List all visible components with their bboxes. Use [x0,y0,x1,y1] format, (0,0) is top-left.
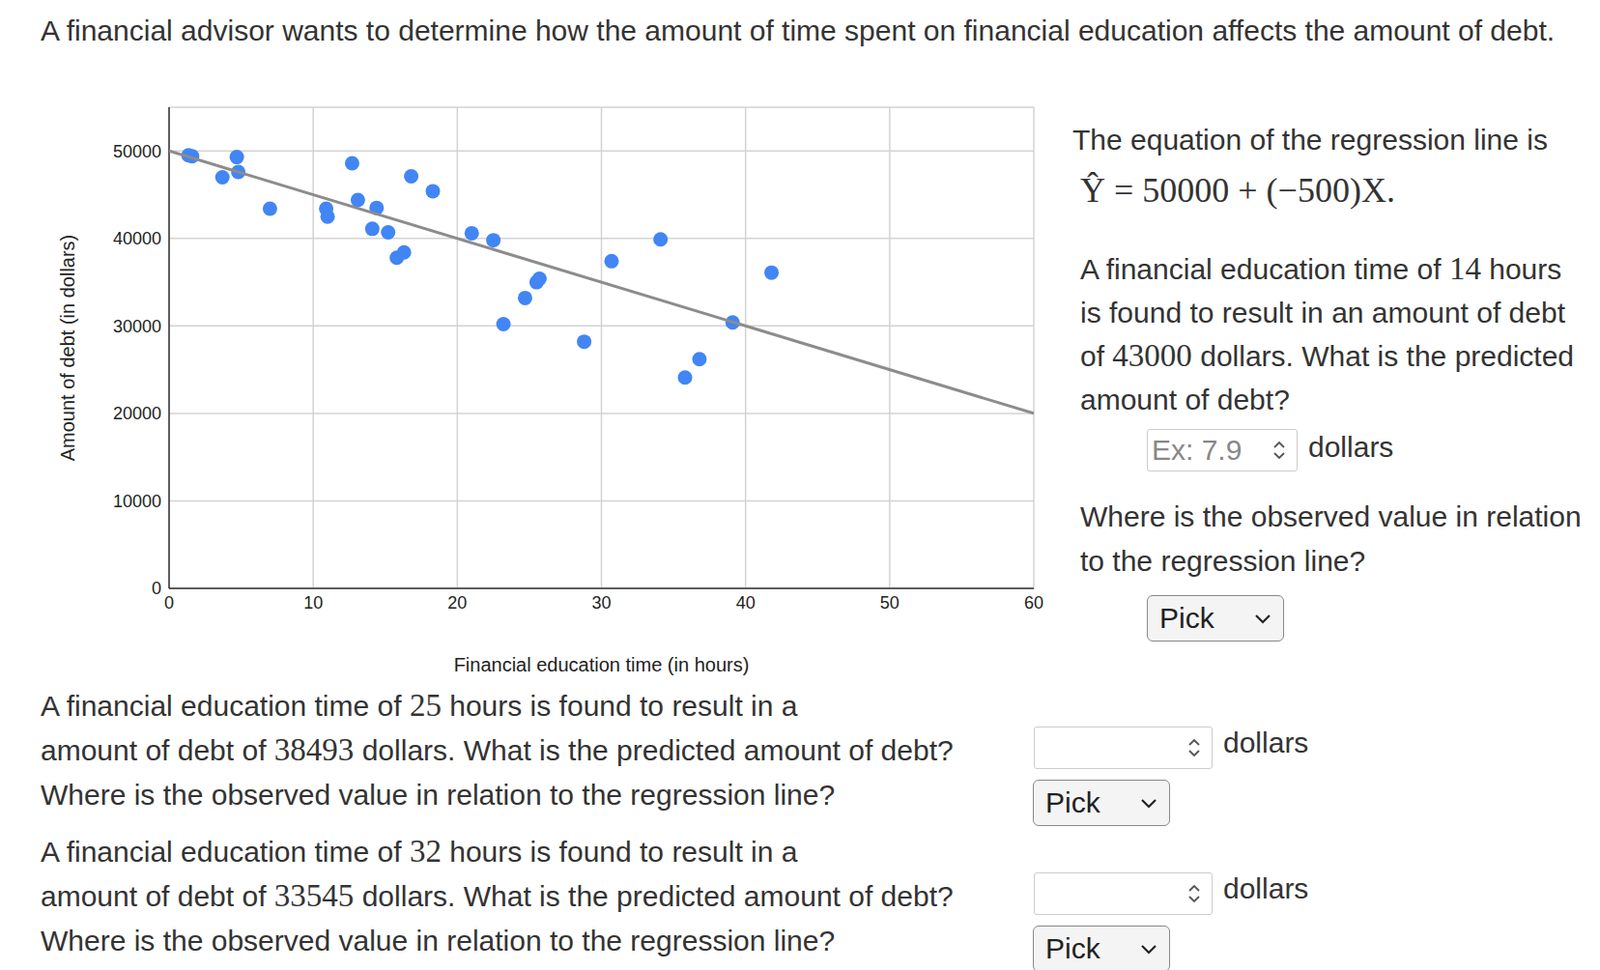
html-text:Ŷ = 50000 + (−500)X.: Ŷ = 50000 + (−500)X. [1080,171,1396,210]
html-text:Pick: Pick [1159,601,1215,634]
svg-text:20: 20 [447,593,467,613]
html-text:Where is the observed value in: Where is the observed value in relation … [40,924,835,957]
svg-text:50000: 50000 [113,142,162,162]
svg-text:20000: 20000 [113,403,162,424]
html-text:Where is the observed value in: Where is the observed value in relation … [1080,500,1582,577]
svg-text:0: 0 [164,593,174,613]
svg-text:10: 10 [303,593,323,613]
html-text:dollars: dollars [1223,726,1309,759]
svg-text:50: 50 [880,593,900,613]
svg-text:10000: 10000 [113,491,162,512]
svg-text:Amount of debt (in dollars): Amount of debt (in dollars) [57,234,79,462]
html-text:A financial education time of: A financial education time of 32 hours i… [40,833,798,869]
html-text:dollars: dollars [1308,430,1394,463]
html-text:amount of debt of 33545 dollar: amount of debt of 33545 dollars. What is… [40,878,954,914]
html-text:A financial education time of: A financial education time of 25 hours i… [40,687,798,723]
html-text:Pick: Pick [1045,786,1101,819]
svg-text:60: 60 [1024,593,1044,613]
svg-text:0: 0 [151,578,162,599]
html-text:dollars: dollars [1223,872,1309,905]
html-text:A financial advisor wants to d: A financial advisor wants to determine h… [40,14,1555,47]
html-text:A financial education time of: A financial education time of 14 hours i… [1080,251,1574,416]
svg-text:30: 30 [591,593,611,613]
html-text:Where is the observed value in: Where is the observed value in relation … [40,778,835,811]
svg-text:40: 40 [736,593,756,613]
html-text:amount of debt of 38493 dollar: amount of debt of 38493 dollars. What is… [40,732,954,768]
html-text:Ex: 7.9: Ex: 7.9 [1151,433,1242,466]
html-text:The equation of the regression: The equation of the regression line is [1072,123,1548,156]
svg-text:40000: 40000 [113,228,162,249]
html-text:Pick: Pick [1045,932,1101,965]
svg-text:Financial education time (in h: Financial education time (in hours) [454,654,750,676]
svg-text:30000: 30000 [113,316,162,337]
